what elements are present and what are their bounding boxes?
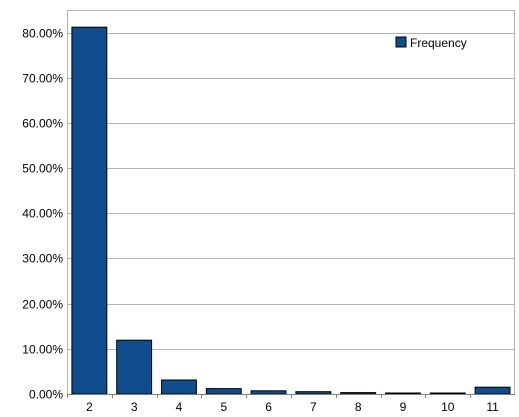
bar-8 [340,392,377,395]
x-tick-label: 7 [310,400,317,414]
bars [71,26,511,395]
bar-7 [295,391,332,395]
x-tick-label: 4 [176,400,183,414]
y-tick-label: 20.00% [22,298,63,312]
y-tick-label: 40.00% [22,207,63,221]
bar-10 [429,392,466,395]
bar-4 [161,379,197,395]
legend-label-frequency: Frequency [410,36,467,50]
y-tick-label: 50.00% [22,162,63,176]
y-tick-label: 30.00% [22,252,63,266]
legend: Frequency [395,36,467,50]
x-tick-label: 6 [265,400,272,414]
bar-5 [205,388,242,395]
y-axis-tick-labels: 0.00% 10.00% 20.00% 30.00% 40.00% 50.00% 60.00… [22,27,63,402]
legend-swatch-frequency [395,36,407,48]
y-tick-label: 0.00% [29,388,63,402]
x-tick-label: 5 [220,400,227,414]
x-tick-label: 2 [86,400,93,414]
bar-11 [474,386,511,395]
y-tick-label: 80.00% [22,27,63,41]
x-axis-tick-labels: 2 3 4 5 6 7 8 9 10 11 [67,394,515,414]
x-tick-label: 3 [131,400,138,414]
grid-lines [67,10,515,395]
y-tick-label: 60.00% [22,117,63,131]
y-tick-label: 70.00% [22,72,63,86]
x-tick-label: 8 [355,400,362,414]
bar-6 [250,390,287,395]
x-tick-label: 10 [441,400,455,414]
x-tick-label: 9 [400,400,407,414]
y-tick-label: 10.00% [22,343,63,357]
x-tick-label: 11 [486,400,499,414]
bar-2 [71,26,108,395]
bar-9 [385,392,421,395]
bar-3 [116,339,153,395]
